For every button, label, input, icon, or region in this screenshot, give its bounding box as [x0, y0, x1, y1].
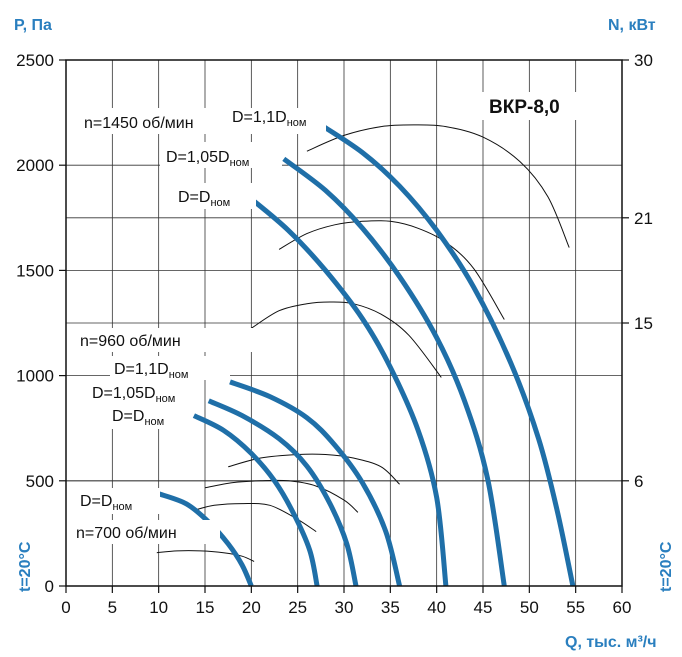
pressure-curve: [192, 413, 320, 587]
x-tick-label: 50: [520, 598, 539, 617]
temperature-label-left: t=20°C: [17, 541, 34, 592]
x-tick-label: 60: [613, 598, 632, 617]
x-tick-label: 40: [427, 598, 446, 617]
x-tick-label: 10: [149, 598, 168, 617]
y2-tick-label: 30: [634, 51, 653, 70]
x-tick-label: 0: [61, 598, 70, 617]
y-tick-label: 0: [45, 577, 54, 596]
annotation-backgrounds: [70, 92, 592, 544]
y-axis-label-left: P, Па: [14, 17, 52, 34]
label-n1450-d11-sub: ном: [287, 117, 307, 129]
x-tick-label: 20: [242, 598, 261, 617]
y-tick-label: 500: [26, 472, 54, 491]
y2-tick-label: 15: [634, 314, 653, 333]
label-n1450-d1: D=Dном: [178, 189, 230, 209]
power-curve: [251, 301, 442, 378]
x-tick-label: 45: [474, 598, 493, 617]
label-n960-d105-main: D=1,05D: [92, 385, 156, 402]
label-n1450: n=1450 об/мин: [84, 115, 194, 132]
pressure-curve: [249, 196, 449, 587]
axis-ticks: 0 5 10 15 20 25 30 35 40 45 50 55 60 0 500 1000 1500 2000…: [16, 51, 653, 617]
label-n1450-d105: D=1,05Dном: [166, 149, 249, 169]
label-n960: n=960 об/мин: [80, 333, 181, 350]
label-n960-d11-main: D=1,1D: [114, 361, 169, 378]
power-curve: [306, 124, 570, 248]
label-n700-d1-main: D=D: [80, 493, 112, 510]
label-n1450-d1-sub: ном: [210, 197, 230, 209]
label-n1450-d105-sub: ном: [230, 157, 250, 169]
y-tick-label: 1000: [16, 367, 54, 386]
x-tick-label: 5: [108, 598, 117, 617]
label-n960-d11-sub: ном: [169, 369, 189, 381]
label-n960-d1-sub: ном: [144, 416, 164, 428]
power-curve: [156, 550, 255, 562]
pressure-curve: [207, 398, 359, 587]
pressure-curve: [229, 379, 403, 587]
power-curve: [228, 453, 400, 485]
pressure-curve: [316, 121, 576, 587]
power-curve: [278, 220, 505, 320]
label-n700-d1-sub: ном: [112, 501, 132, 513]
y2-tick-label: 21: [634, 209, 653, 228]
y-tick-label: 2500: [16, 51, 54, 70]
label-n1450-d11: D=1,1Dном: [232, 109, 306, 129]
label-n700-d1: D=Dном: [80, 493, 132, 513]
label-n700: n=700 об/мин: [76, 525, 177, 542]
label-n960-d1: D=Dном: [112, 408, 164, 428]
label-n960-d11: D=1,1Dном: [114, 361, 188, 381]
model-label: ВКР-8,0: [489, 97, 560, 118]
label-n1450-d1-main: D=D: [178, 189, 210, 206]
x-tick-label: 55: [566, 598, 585, 617]
label-n960-d1-main: D=D: [112, 408, 144, 425]
y-tick-label: 1500: [16, 261, 54, 280]
power-curves: [156, 124, 570, 562]
y-axis-label-right: N, кВт: [608, 17, 656, 34]
y2-tick-label: 6: [634, 472, 643, 491]
y-tick-label: 2000: [16, 156, 54, 175]
chart-grid: [66, 60, 622, 586]
plot-frame: [65, 59, 623, 587]
label-n960-d105: D=1,05Dном: [92, 385, 175, 405]
x-tick-label: 30: [335, 598, 354, 617]
label-n960-d105-sub: ном: [156, 393, 176, 405]
x-tick-label: 35: [381, 598, 400, 617]
x-axis-label: Q, тыс. м³/ч: [565, 634, 657, 651]
pressure-curve: [282, 156, 507, 587]
label-n1450-d105-main: D=1,05D: [166, 149, 230, 166]
power-curve: [204, 479, 359, 513]
x-tick-label: 15: [196, 598, 215, 617]
x-tick-label: 25: [288, 598, 307, 617]
label-n1450-d11-main: D=1,1D: [232, 109, 287, 126]
temperature-label-right: t=20°C: [658, 541, 675, 592]
